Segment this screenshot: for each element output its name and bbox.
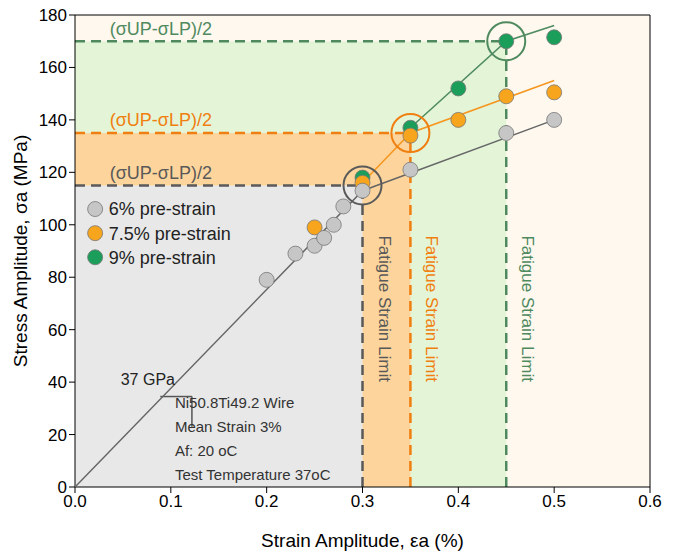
svg-text:Fatigue Strain Limit: Fatigue Strain Limit [375,235,394,382]
svg-text:9% pre-strain: 9% pre-strain [109,248,216,268]
svg-text:Strain Amplitude, εa (%): Strain Amplitude, εa (%) [261,530,464,551]
svg-text:0.6: 0.6 [638,492,662,511]
svg-text:(σUP-σLP)/2: (σUP-σLP)/2 [110,163,212,183]
svg-text:40: 40 [48,373,67,392]
svg-text:0.2: 0.2 [255,492,279,511]
svg-text:Stress Amplitude, σa (MPa): Stress Amplitude, σa (MPa) [10,135,31,367]
svg-text:0.4: 0.4 [447,492,471,511]
svg-text:0: 0 [58,478,67,497]
svg-text:Fatigue Strain Limit: Fatigue Strain Limit [518,235,537,382]
svg-text:100: 100 [39,216,67,235]
svg-text:(σUP-σLP)/2: (σUP-σLP)/2 [110,110,212,130]
svg-text:0.3: 0.3 [351,492,375,511]
svg-text:6% pre-strain: 6% pre-strain [109,199,216,219]
svg-text:37 GPa: 37 GPa [121,371,175,388]
svg-text:7.5% pre-strain: 7.5% pre-strain [109,224,231,244]
svg-text:180: 180 [39,6,67,25]
svg-text:160: 160 [39,58,67,77]
svg-text:Fatigue Strain Limit: Fatigue Strain Limit [422,235,441,382]
svg-text:Ni50.8Ti49.2 Wire: Ni50.8Ti49.2 Wire [175,394,295,411]
svg-text:0.5: 0.5 [542,492,566,511]
svg-text:20: 20 [48,426,67,445]
svg-text:140: 140 [39,111,67,130]
svg-text:60: 60 [48,321,67,340]
svg-text:Af: 20 oC: Af: 20 oC [175,442,238,459]
svg-text:Test Temperature 37oC: Test Temperature 37oC [175,466,331,483]
svg-text:Mean Strain 3%: Mean Strain 3% [175,418,282,435]
svg-text:80: 80 [48,268,67,287]
svg-text:0.1: 0.1 [159,492,183,511]
svg-text:(σUP-σLP)/2: (σUP-σLP)/2 [110,19,212,39]
svg-text:0.0: 0.0 [63,492,87,512]
svg-text:120: 120 [39,163,67,182]
